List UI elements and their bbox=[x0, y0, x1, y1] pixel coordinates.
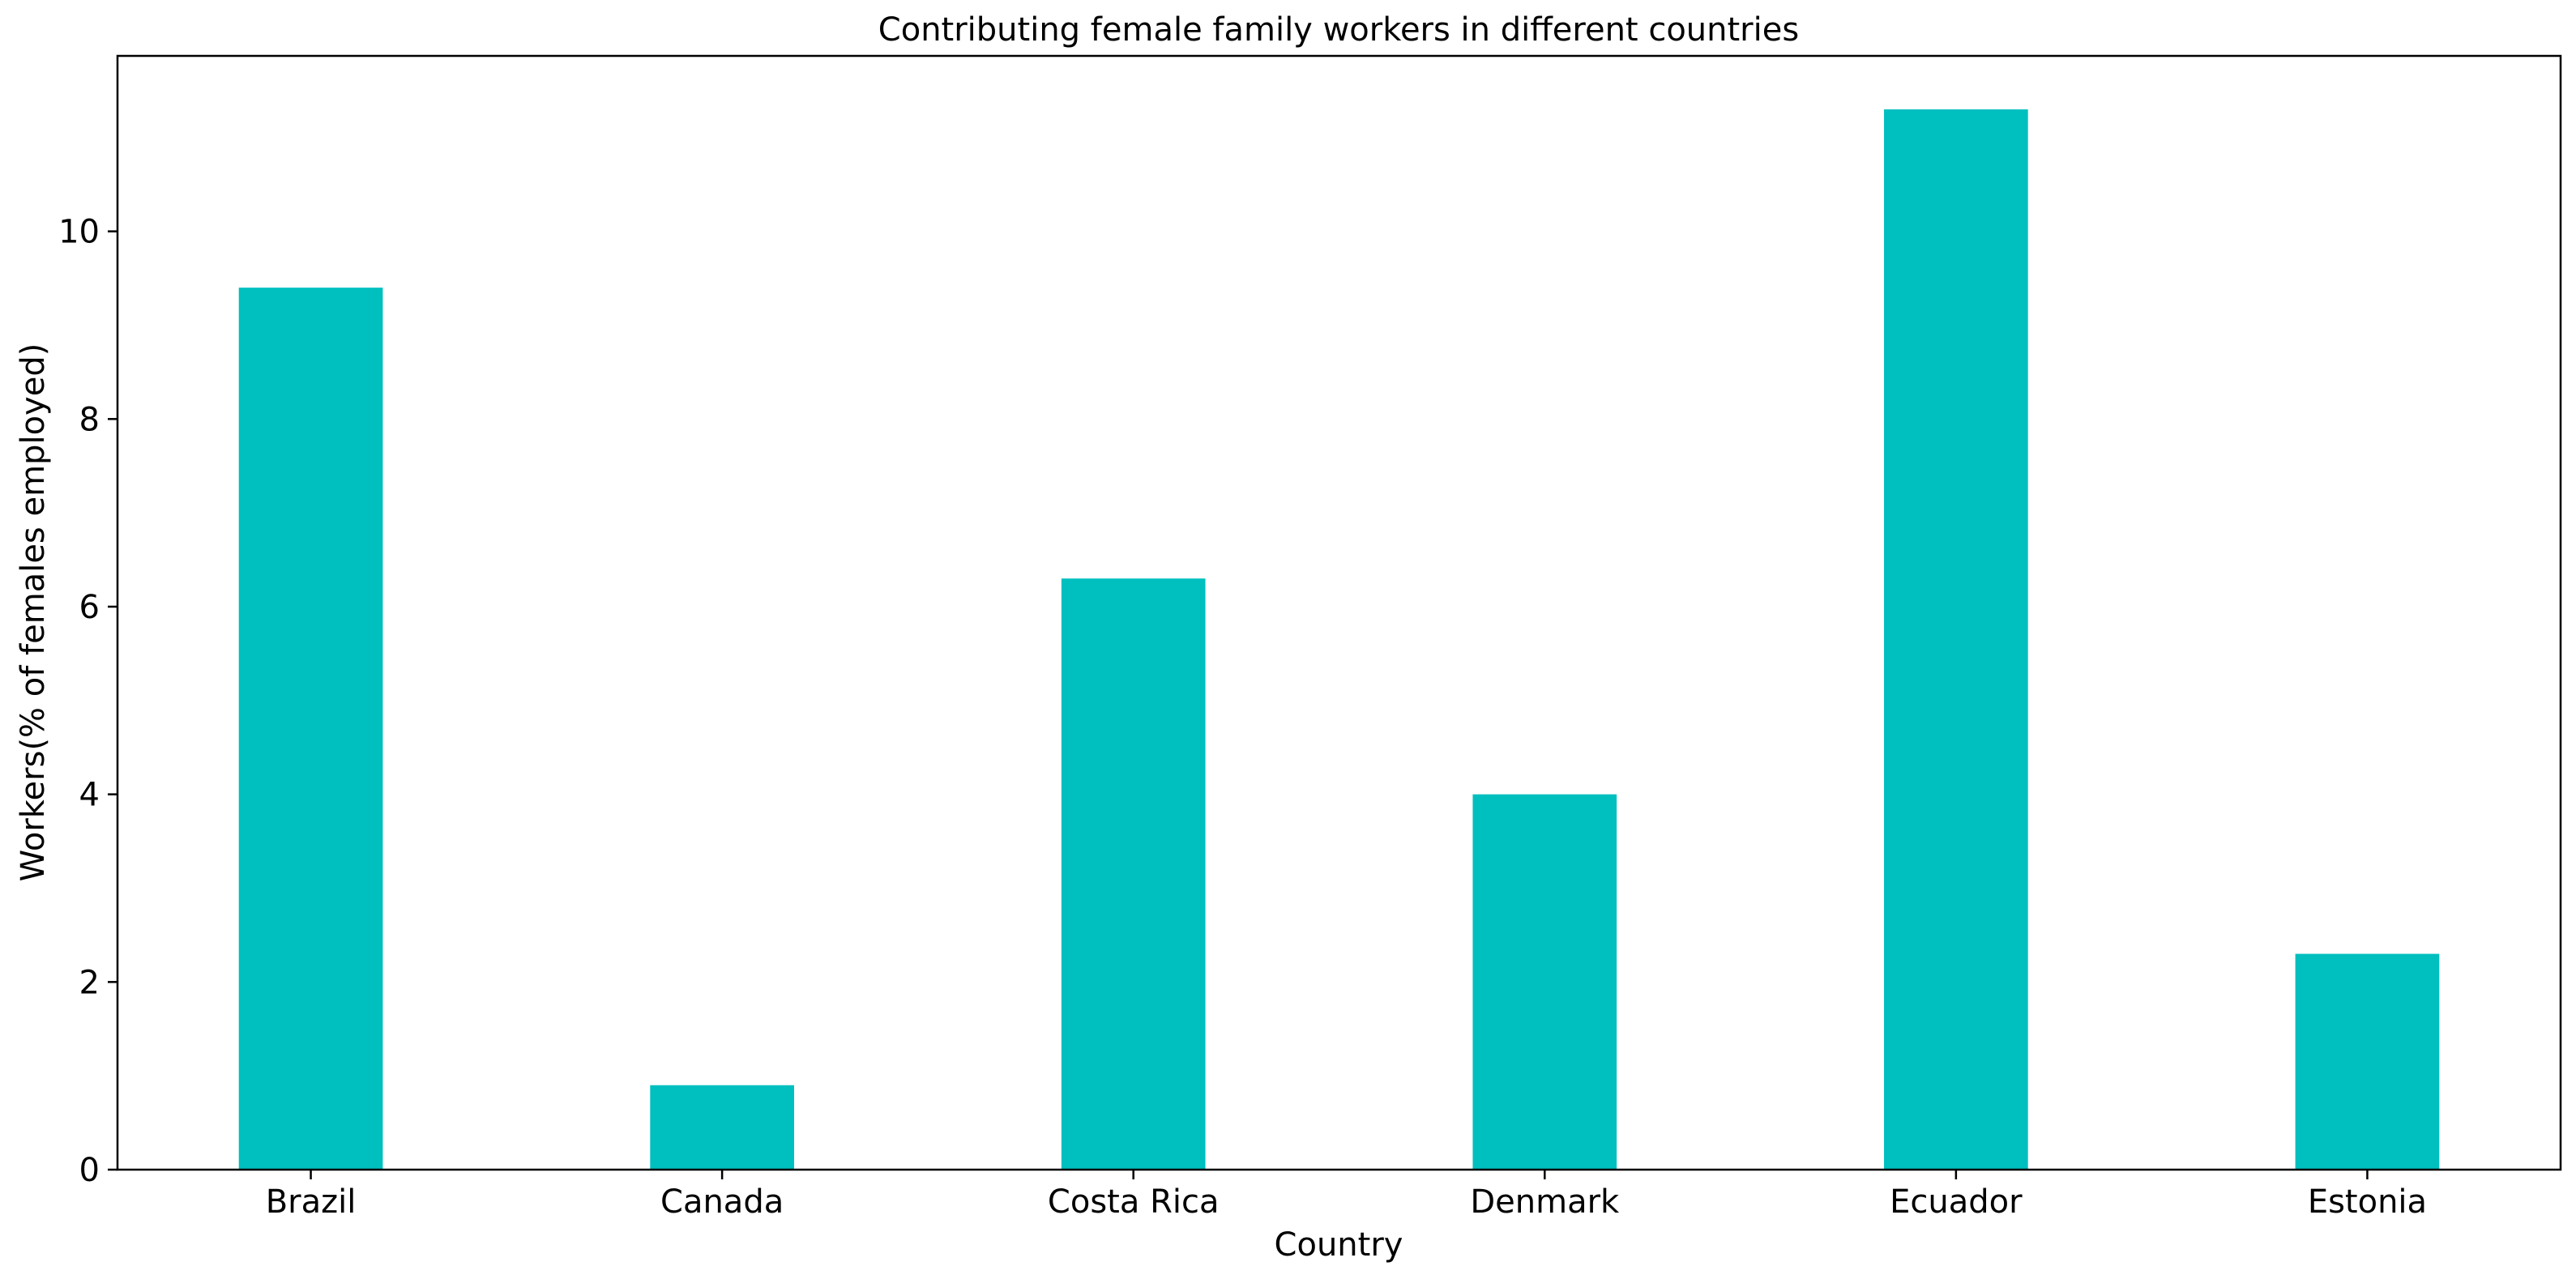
bar-denmark bbox=[1472, 794, 1617, 1170]
bar-estonia bbox=[2295, 953, 2440, 1170]
y-tick-label: 8 bbox=[79, 401, 100, 438]
y-tick-label: 4 bbox=[79, 777, 100, 814]
y-axis-label: Workers(% of females employed) bbox=[15, 343, 52, 882]
x-tick-label: Ecuador bbox=[1890, 1183, 2023, 1221]
y-axis-ticks: 0 2 4 6 8 10 bbox=[58, 214, 117, 1189]
x-axis-ticks: Brazil Canada Costa Rica Denmark Ecuador Esto… bbox=[266, 1170, 2427, 1221]
bar-canada bbox=[650, 1085, 794, 1170]
y-tick-label: 10 bbox=[58, 214, 100, 251]
y-tick-label: 6 bbox=[79, 589, 100, 626]
bars-group bbox=[238, 109, 2440, 1170]
plot-frame bbox=[116, 54, 2562, 1171]
x-tick-label: Costa Rica bbox=[1048, 1183, 1220, 1221]
x-tick-label: Denmark bbox=[1470, 1183, 1620, 1221]
y-tick-label: 0 bbox=[79, 1152, 100, 1189]
x-axis-label: Country bbox=[1275, 1226, 1403, 1264]
y-tick-label: 2 bbox=[79, 964, 100, 1001]
bar-costa-rica bbox=[1061, 578, 1206, 1170]
chart-title: Contributing female family workers in di… bbox=[878, 11, 1799, 49]
bar-brazil bbox=[238, 288, 383, 1170]
x-tick-label: Estonia bbox=[2308, 1183, 2427, 1221]
x-tick-label: Canada bbox=[660, 1183, 784, 1221]
bar-ecuador bbox=[1884, 109, 2028, 1170]
x-tick-label: Brazil bbox=[266, 1183, 357, 1221]
